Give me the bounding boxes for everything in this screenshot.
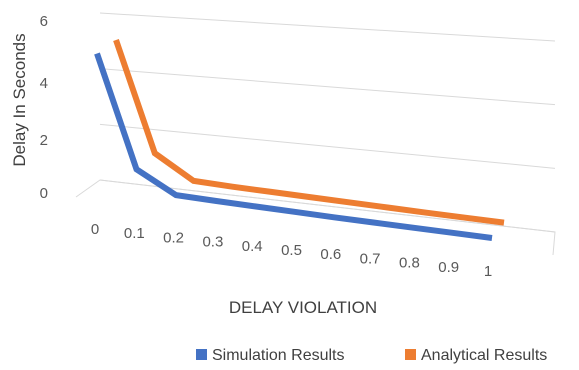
legend-swatch-simulation [196, 349, 207, 360]
x-tick-label: 0.9 [438, 259, 459, 276]
gridline [99, 12, 556, 42]
x-tick-label: 0.7 [360, 250, 381, 267]
series-line-analytical [113, 39, 505, 226]
x-tick-label: 0.3 [202, 234, 223, 251]
x-tick-label: 1 [484, 263, 492, 280]
x-tick-label: 0.1 [124, 225, 145, 242]
chart-floor [75, 179, 556, 256]
y-tick-label: 2 [40, 132, 48, 149]
legend-label-simulation: Simulation Results [212, 347, 345, 364]
x-tick-label: 0.6 [320, 246, 341, 263]
y-tick-labels: 0 2 4 6 [40, 13, 48, 202]
y-axis-title: Delay In Seconds [10, 33, 29, 166]
floor-edge [75, 179, 556, 256]
legend: Simulation Results Analytical Results [196, 347, 547, 364]
y-tick-label: 4 [40, 75, 48, 92]
x-tick-labels: 0 0.1 0.2 0.3 0.4 0.5 0.6 0.7 0.8 0.9 1 [91, 221, 492, 280]
x-tick-label: 0.5 [281, 242, 302, 259]
gridline [99, 68, 556, 106]
legend-item-simulation: Simulation Results [196, 347, 345, 364]
legend-label-analytical: Analytical Results [421, 347, 547, 364]
x-tick-label: 0.2 [163, 229, 184, 246]
x-tick-label: 0 [91, 221, 99, 238]
x-tick-label: 0.8 [399, 255, 420, 272]
series-layer [94, 39, 505, 241]
legend-swatch-analytical [405, 349, 416, 360]
y-tick-label: 6 [40, 13, 48, 30]
x-tick-label: 0.4 [242, 238, 263, 255]
gridline [99, 123, 556, 169]
series-line-simulation [94, 52, 493, 241]
y-tick-label: 0 [40, 185, 48, 202]
legend-item-analytical: Analytical Results [405, 347, 547, 364]
x-axis-title: DELAY VIOLATION [229, 298, 377, 317]
